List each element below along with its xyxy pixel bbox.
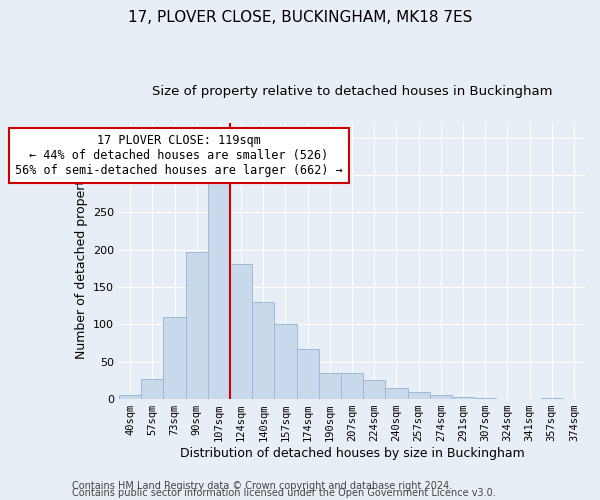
- Bar: [119, 396, 141, 399]
- Bar: [163, 317, 185, 399]
- Bar: [252, 302, 274, 399]
- Bar: [363, 380, 385, 399]
- Text: Contains public sector information licensed under the Open Government Licence v3: Contains public sector information licen…: [72, 488, 496, 498]
- Bar: [385, 388, 407, 399]
- Bar: [407, 392, 430, 399]
- Y-axis label: Number of detached properties: Number of detached properties: [74, 162, 88, 360]
- Bar: [319, 373, 341, 399]
- Text: 17, PLOVER CLOSE, BUCKINGHAM, MK18 7ES: 17, PLOVER CLOSE, BUCKINGHAM, MK18 7ES: [128, 10, 472, 25]
- Bar: [274, 324, 296, 399]
- Bar: [452, 397, 474, 399]
- Bar: [208, 182, 230, 399]
- X-axis label: Distribution of detached houses by size in Buckingham: Distribution of detached houses by size …: [179, 447, 524, 460]
- Bar: [430, 396, 452, 399]
- Bar: [230, 264, 252, 399]
- Text: Contains HM Land Registry data © Crown copyright and database right 2024.: Contains HM Land Registry data © Crown c…: [72, 481, 452, 491]
- Text: 17 PLOVER CLOSE: 119sqm
← 44% of detached houses are smaller (526)
56% of semi-d: 17 PLOVER CLOSE: 119sqm ← 44% of detache…: [15, 134, 343, 177]
- Bar: [474, 398, 496, 399]
- Bar: [341, 373, 363, 399]
- Bar: [185, 252, 208, 399]
- Bar: [296, 349, 319, 399]
- Title: Size of property relative to detached houses in Buckingham: Size of property relative to detached ho…: [152, 85, 552, 98]
- Bar: [141, 379, 163, 399]
- Bar: [541, 398, 563, 399]
